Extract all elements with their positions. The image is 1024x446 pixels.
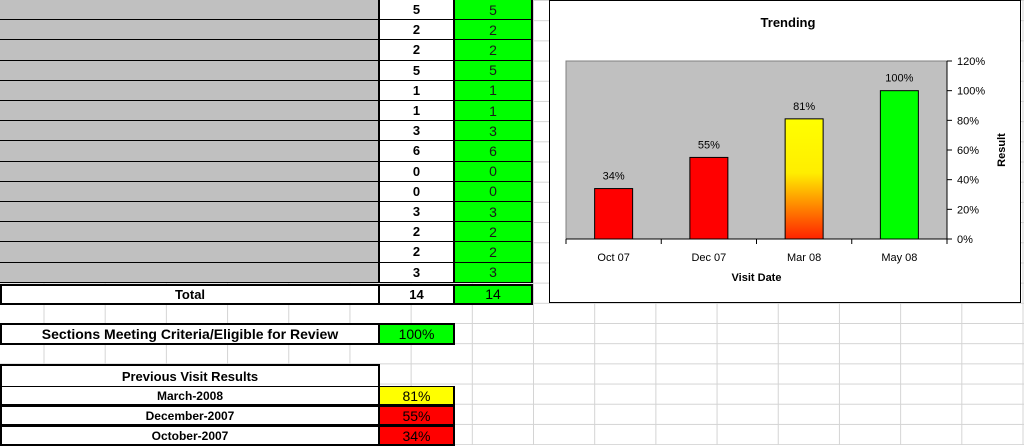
previous-visit-label: March-2008 [0,386,380,406]
section-count-cell: 0 [380,181,455,202]
section-eligible-cell: 2 [455,222,533,243]
criteria-label: Sections Meeting Criteria/Eligible for R… [0,323,380,345]
criteria-value: 100% [380,323,455,345]
section-eligible-cell: 1 [455,101,533,122]
y-tick-label: 120% [957,56,985,68]
section-eligible-cell: 2 [455,40,533,61]
x-tick-label: Oct 07 [597,252,629,264]
x-axis-title: Visit Date [732,272,782,284]
previous-visit-label: October-2007 [0,426,380,446]
trending-chart: Trending 0% 20% 40% 60% 80% 100% 120% 34% Oct 07 5… [549,0,1021,303]
y-tick-label: 0% [957,234,973,246]
section-name-cell [0,141,380,162]
total-label: Total [0,283,380,305]
section-name-cell [0,222,380,243]
bar-data-label: 81% [793,101,815,113]
section-count-cell: 2 [380,40,455,61]
section-eligible-cell: 2 [455,20,533,41]
section-name-cell [0,161,380,182]
bar-data-label: 55% [698,139,720,151]
previous-visit-value: 81% [380,386,455,406]
section-name-cell [0,181,380,202]
total-eligible: 14 [455,283,533,305]
section-name-cell [0,121,380,142]
section-eligible-cell: 3 [455,202,533,223]
section-count-cell: 3 [380,121,455,142]
section-eligible-cell: 3 [455,262,533,283]
section-count-cell: 1 [380,80,455,101]
section-count-cell: 3 [380,262,455,283]
previous-results-header: Previous Visit Results [0,364,380,387]
section-name-cell [0,202,380,223]
section-eligible-cell: 6 [455,141,533,162]
bar-data-label: 34% [603,171,625,183]
section-count-cell: 3 [380,202,455,223]
bar [594,188,634,240]
y-tick-label: 80% [957,115,979,127]
section-eligible-cell: 5 [455,0,533,21]
section-count-cell: 1 [380,101,455,122]
section-eligible-cell: 5 [455,60,533,81]
section-count-cell: 2 [380,20,455,41]
total-count: 14 [380,283,455,305]
bar [879,90,919,240]
y-tick-label: 100% [957,86,985,98]
bar-data-label: 100% [885,73,913,85]
section-name-cell [0,80,380,101]
y-axis-title: Result [996,133,1008,167]
previous-visit-value: 34% [380,426,455,446]
section-eligible-cell: 0 [455,181,533,202]
section-name-cell [0,101,380,122]
previous-visit-value: 55% [380,406,455,426]
bar [689,156,729,240]
section-eligible-cell: 2 [455,242,533,263]
section-eligible-cell: 1 [455,80,533,101]
section-count-cell: 0 [380,161,455,182]
x-tick-label: Dec 07 [691,252,726,264]
section-count-cell: 5 [380,60,455,81]
chart-title: Trending [761,15,816,30]
chart-svg: Trending 0% 20% 40% 60% 80% 100% 120% 34% Oct 07 5… [565,15,1008,284]
section-name-cell [0,242,380,263]
x-tick-label: Mar 08 [787,252,821,264]
section-count-cell: 6 [380,141,455,162]
section-name-cell [0,60,380,81]
y-tick-label: 40% [957,175,979,187]
section-eligible-cell: 0 [455,161,533,182]
x-tick-label: May 08 [881,252,917,264]
section-eligible-cell: 3 [455,121,533,142]
y-tick-label: 60% [957,145,979,157]
section-count-cell: 5 [380,0,455,21]
section-count-cell: 2 [380,222,455,243]
y-tick-label: 20% [957,204,979,216]
section-name-cell [0,262,380,283]
previous-visit-label: December-2007 [0,406,380,426]
section-count-cell: 2 [380,242,455,263]
bar [784,118,824,240]
section-name-cell [0,20,380,41]
section-name-cell [0,40,380,61]
section-name-cell [0,0,380,21]
